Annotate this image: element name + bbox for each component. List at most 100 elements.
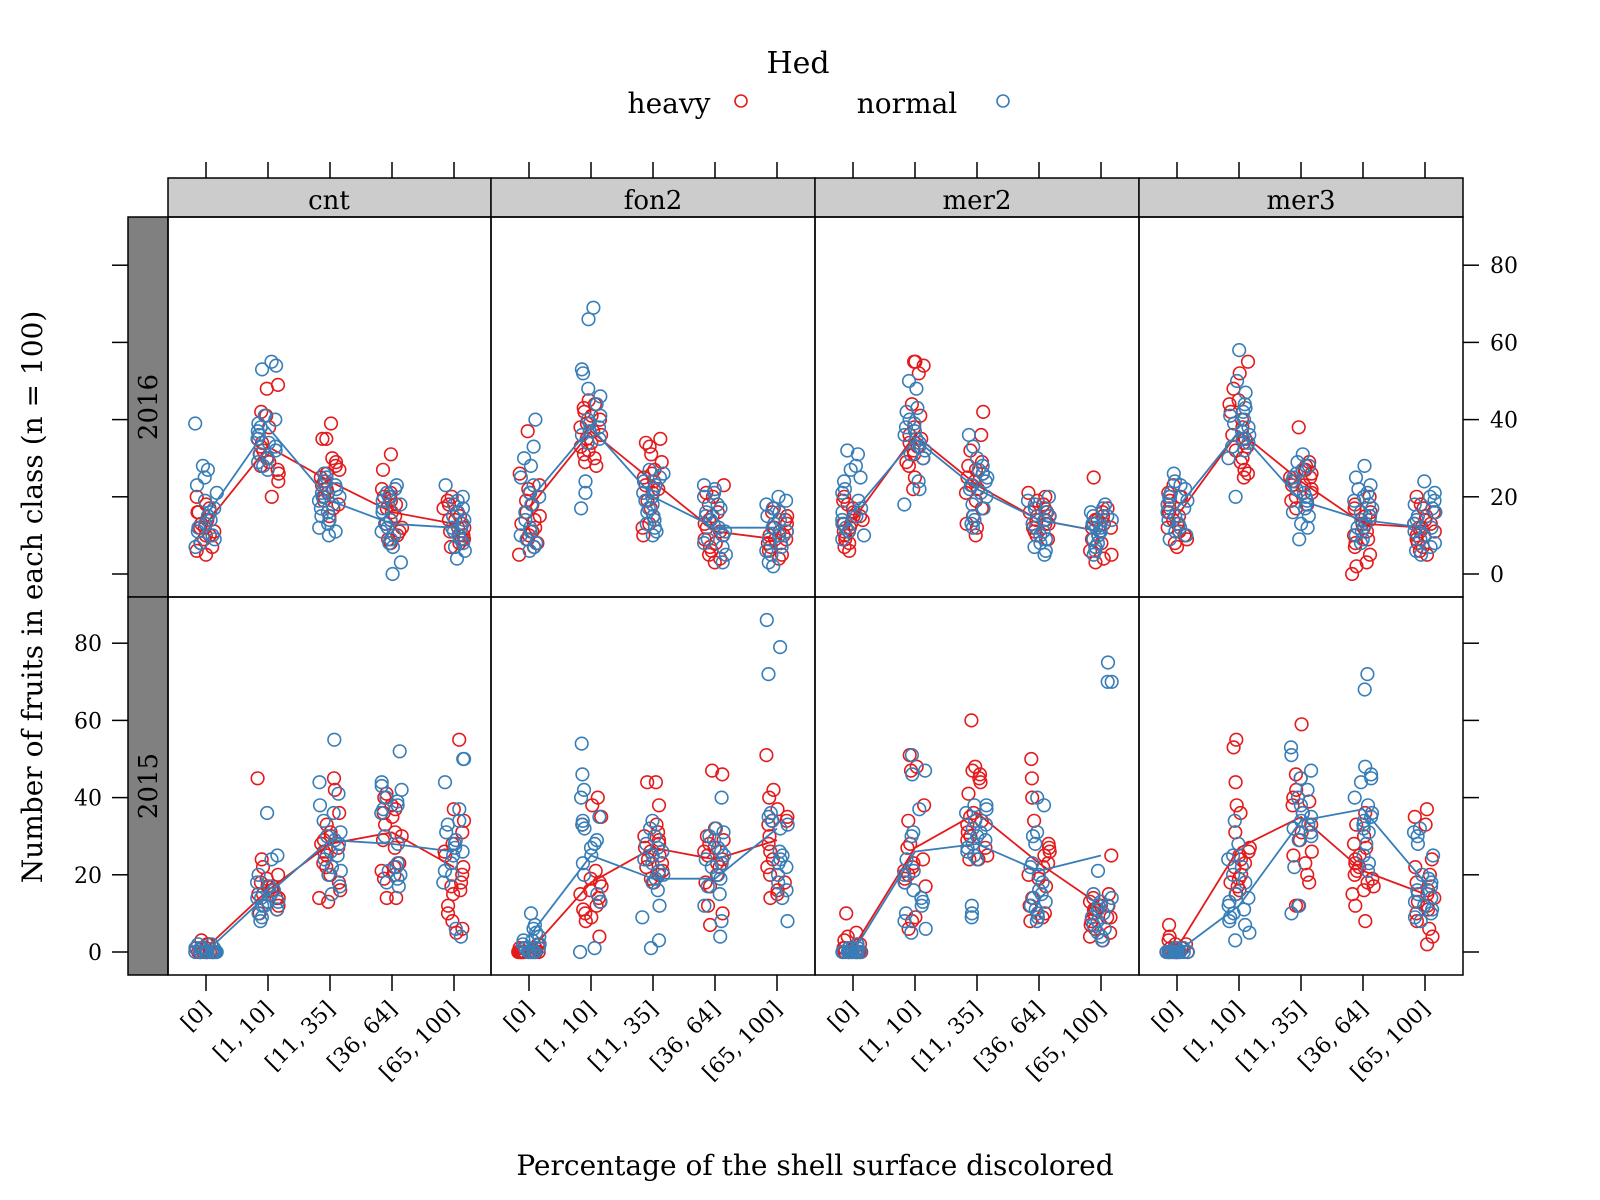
- panel-2015-fon2: [511, 612, 795, 960]
- point-heavy: [1346, 836, 1362, 852]
- point-heavy: [1302, 875, 1317, 890]
- point-normal: [1423, 906, 1439, 921]
- point-normal: [906, 863, 921, 879]
- point-normal: [1407, 516, 1422, 531]
- point-heavy: [321, 894, 336, 909]
- point-normal: [836, 474, 852, 489]
- point-normal: [313, 501, 329, 516]
- point-normal: [390, 794, 405, 809]
- point-normal: [970, 852, 985, 867]
- point-normal: [590, 886, 605, 902]
- point-normal: [317, 852, 332, 867]
- point-normal: [326, 805, 341, 821]
- point-normal: [592, 809, 607, 825]
- point-heavy: [313, 470, 328, 485]
- point-normal: [1289, 466, 1304, 481]
- point-normal: [385, 539, 401, 555]
- point-normal: [780, 817, 795, 832]
- point-heavy: [446, 886, 461, 902]
- x-axis-label: Percentage of the shell surface discolor…: [516, 1149, 1113, 1182]
- point-normal: [518, 505, 533, 520]
- point-heavy: [573, 886, 588, 902]
- point-normal: [649, 524, 664, 539]
- point-normal: [1242, 925, 1257, 940]
- point-heavy: [198, 547, 214, 562]
- point-normal: [271, 894, 286, 909]
- point-normal: [1173, 478, 1188, 493]
- point-normal: [964, 906, 980, 921]
- point-normal: [1357, 458, 1372, 474]
- point-normal: [1413, 913, 1428, 929]
- point-normal: [191, 520, 206, 535]
- point-normal: [591, 420, 607, 435]
- point-normal: [578, 485, 593, 501]
- y-tick-label-right: 40: [1490, 409, 1518, 434]
- point-normal: [713, 844, 729, 859]
- point-heavy: [968, 528, 983, 543]
- point-heavy: [650, 825, 666, 840]
- point-normal: [448, 840, 463, 855]
- point-heavy: [394, 829, 409, 844]
- point-heavy: [780, 508, 795, 524]
- panel-2016-cnt: [188, 354, 472, 582]
- panel-frame: [1138, 216, 1464, 598]
- point-normal: [1225, 867, 1241, 882]
- mean-line-heavy: [852, 811, 1102, 949]
- point-heavy: [1021, 485, 1036, 501]
- point-normal: [1238, 875, 1253, 890]
- point-normal: [918, 921, 933, 936]
- point-normal: [1225, 848, 1241, 863]
- point-normal: [1408, 543, 1424, 558]
- point-heavy: [374, 863, 389, 879]
- point-normal: [1425, 501, 1440, 516]
- point-normal: [268, 439, 283, 454]
- point-normal: [1169, 944, 1185, 960]
- point-heavy: [388, 508, 403, 524]
- point-normal: [716, 528, 731, 543]
- point-normal: [1168, 508, 1183, 524]
- point-normal: [260, 805, 275, 821]
- point-heavy: [520, 424, 535, 439]
- point-normal: [905, 767, 920, 782]
- point-normal: [1162, 532, 1177, 547]
- point-normal: [645, 848, 660, 863]
- point-normal: [312, 775, 327, 790]
- point-normal: [843, 462, 858, 477]
- point-normal: [374, 775, 389, 790]
- point-heavy: [901, 921, 916, 936]
- point-normal: [269, 902, 285, 917]
- point-normal: [572, 944, 588, 960]
- point-heavy: [1291, 420, 1306, 435]
- point-normal: [321, 528, 337, 543]
- point-heavy: [333, 883, 348, 898]
- point-heavy: [250, 771, 265, 786]
- strip-label-2015: 2015: [134, 753, 164, 819]
- point-normal: [1029, 913, 1044, 929]
- point-normal: [1295, 805, 1310, 821]
- point-heavy: [770, 802, 785, 817]
- point-normal: [440, 817, 455, 832]
- strip-label-fon2: fon2: [624, 186, 683, 216]
- point-heavy: [189, 489, 204, 504]
- mean-line-normal: [528, 827, 778, 938]
- point-normal: [971, 462, 986, 477]
- point-normal: [897, 875, 912, 890]
- point-normal: [575, 767, 590, 782]
- point-normal: [716, 825, 731, 840]
- point-normal: [445, 867, 460, 882]
- row-strips: 2016 2015: [127, 216, 169, 976]
- y-axis-label: Number of fruits in each class (n = 100): [16, 311, 49, 884]
- point-normal: [1427, 535, 1442, 551]
- point-heavy: [907, 470, 923, 485]
- point-normal: [199, 944, 214, 960]
- point-normal: [1223, 408, 1238, 423]
- point-normal: [330, 848, 345, 863]
- point-normal: [700, 879, 715, 894]
- point-normal: [642, 462, 657, 477]
- point-heavy: [966, 805, 981, 821]
- point-normal: [327, 732, 342, 747]
- point-normal: [1086, 547, 1101, 562]
- point-normal: [1090, 913, 1105, 929]
- point-normal: [978, 817, 994, 832]
- point-heavy: [1409, 489, 1424, 504]
